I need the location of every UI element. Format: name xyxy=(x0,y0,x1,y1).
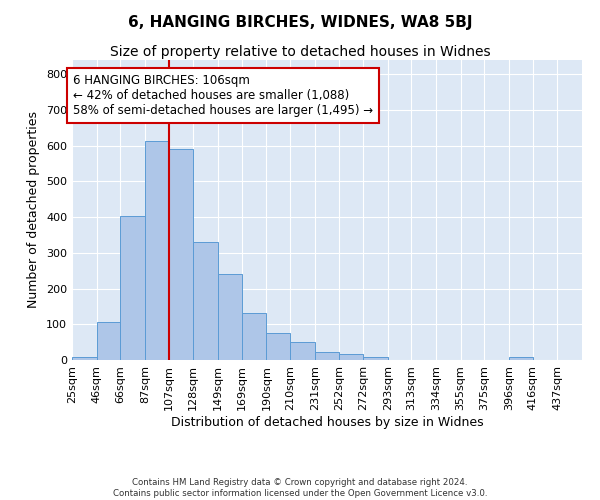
Text: Contains HM Land Registry data © Crown copyright and database right 2024.
Contai: Contains HM Land Registry data © Crown c… xyxy=(113,478,487,498)
Bar xyxy=(72,357,97,360)
Text: 6 HANGING BIRCHES: 106sqm
← 42% of detached houses are smaller (1,088)
58% of se: 6 HANGING BIRCHES: 106sqm ← 42% of detac… xyxy=(73,74,373,118)
Bar xyxy=(314,352,340,360)
Bar xyxy=(266,332,290,360)
Bar xyxy=(193,242,218,360)
Text: Size of property relative to detached houses in Widnes: Size of property relative to detached ho… xyxy=(110,45,490,59)
Bar xyxy=(120,216,145,360)
Bar xyxy=(145,141,169,360)
Bar xyxy=(218,274,242,360)
Y-axis label: Number of detached properties: Number of detached properties xyxy=(28,112,40,308)
Bar xyxy=(242,312,266,360)
Text: 6, HANGING BIRCHES, WIDNES, WA8 5BJ: 6, HANGING BIRCHES, WIDNES, WA8 5BJ xyxy=(128,15,472,30)
Bar xyxy=(363,357,388,360)
Bar xyxy=(169,148,193,360)
Bar xyxy=(97,322,120,360)
Bar xyxy=(509,357,533,360)
Bar xyxy=(340,354,363,360)
Bar xyxy=(290,342,314,360)
X-axis label: Distribution of detached houses by size in Widnes: Distribution of detached houses by size … xyxy=(170,416,484,428)
